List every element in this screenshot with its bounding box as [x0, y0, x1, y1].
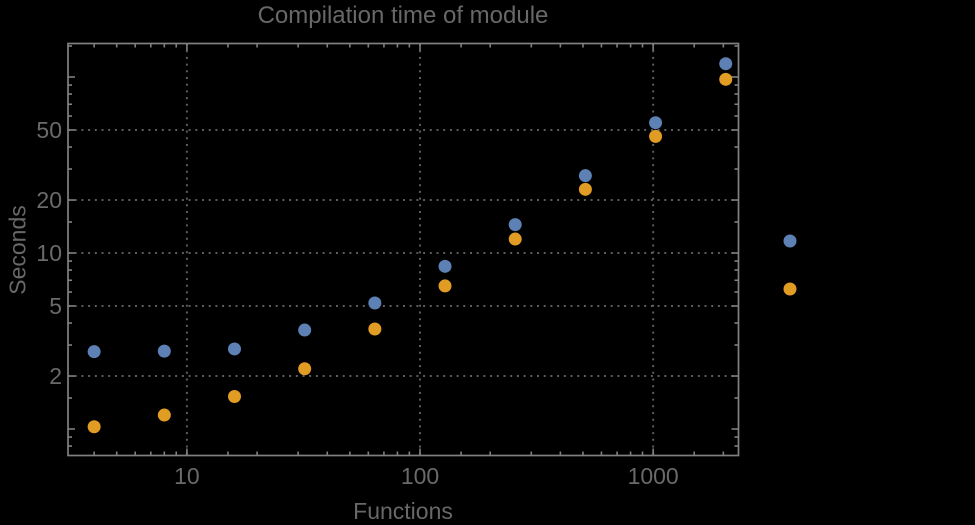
- data-point-orange-series: [438, 279, 452, 293]
- legend-marker-1: [783, 282, 797, 296]
- x-axis-label: Functions: [353, 498, 453, 524]
- y-tick-label: 50: [36, 117, 62, 143]
- data-point-orange-series: [508, 232, 522, 246]
- data-point-blue-series: [157, 344, 171, 358]
- data-point-orange-series: [227, 389, 241, 403]
- data-point-blue-series: [649, 116, 663, 130]
- data-point-orange-series: [298, 362, 312, 376]
- x-tick-label: 1000: [628, 463, 679, 489]
- y-axis-label: Seconds: [4, 205, 31, 295]
- data-point-orange-series: [649, 129, 663, 143]
- data-point-blue-series: [298, 323, 312, 337]
- y-tick-label: 2: [49, 363, 62, 389]
- data-point-blue-series: [368, 296, 382, 310]
- data-point-orange-series: [157, 408, 171, 422]
- plot-frame: [67, 42, 740, 457]
- y-tick-label: 5: [49, 293, 62, 319]
- data-point-blue-series: [438, 259, 452, 273]
- x-tick-label: 10: [174, 463, 200, 489]
- data-point-orange-series: [87, 420, 101, 434]
- data-point-orange-series: [578, 182, 592, 196]
- data-point-blue-series: [578, 169, 592, 183]
- x-tick-label: 100: [401, 463, 439, 489]
- data-point-orange-series: [719, 72, 733, 86]
- data-point-blue-series: [508, 218, 522, 232]
- chart-title: Compilation time of module: [257, 2, 549, 29]
- data-point-orange-series: [368, 322, 382, 336]
- legend-marker-0: [783, 234, 797, 248]
- y-tick-label: 20: [36, 187, 62, 213]
- data-point-blue-series: [87, 345, 101, 359]
- y-tick-label: 10: [36, 240, 62, 266]
- data-point-blue-series: [719, 57, 733, 71]
- data-point-blue-series: [227, 342, 241, 356]
